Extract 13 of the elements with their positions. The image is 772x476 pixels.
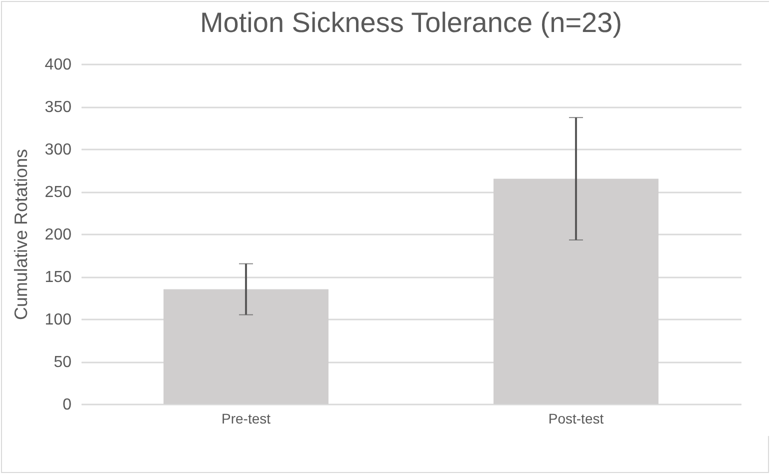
y-tick-label: 50 [54, 354, 72, 371]
y-tick-label: 300 [44, 142, 72, 158]
x-tick-label: Pre-test [221, 410, 271, 426]
y-axis-title: Cumulative Rotations [10, 148, 31, 320]
y-tick-label: 100 [44, 312, 72, 328]
y-tick-label: 400 [44, 56, 72, 74]
y-tick-label: 200 [44, 226, 72, 244]
x-tick-label: Post-test [548, 410, 604, 426]
y-tick-label: 150 [44, 269, 72, 286]
y-tick-label: 250 [44, 184, 72, 201]
y-tick-label: 0 [62, 396, 72, 414]
chart-title: Motion Sickness Tolerance (n=23) [200, 7, 622, 38]
y-tick-label: 350 [44, 99, 72, 116]
